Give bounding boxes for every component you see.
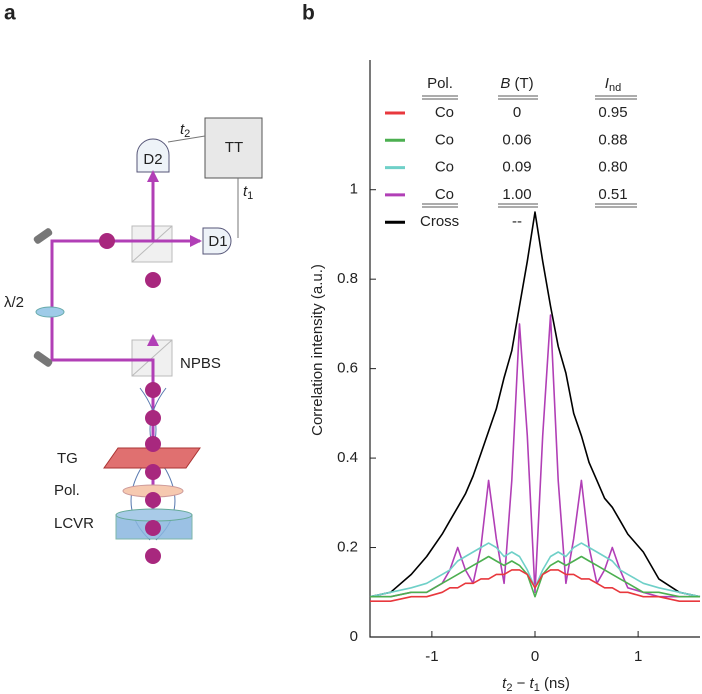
- legend-field: 0: [513, 104, 521, 121]
- beam-arrow: [147, 170, 202, 346]
- diagram-label: t2: [180, 121, 190, 140]
- photon: [99, 233, 161, 564]
- symbol: t: [180, 121, 185, 138]
- mirror: [33, 228, 53, 244]
- x-tick-label: 0: [531, 648, 539, 665]
- operator: −: [512, 675, 529, 692]
- symbol: t: [243, 183, 248, 200]
- subscript: 2: [506, 682, 512, 694]
- diagram-label: TG: [57, 450, 78, 467]
- detector: [136, 138, 170, 173]
- diagram-label: NPBS: [180, 355, 221, 372]
- series-line: [370, 569, 700, 602]
- legend-label: Co: [435, 131, 454, 148]
- diagram-label: TT: [225, 139, 243, 156]
- detector: [202, 227, 232, 255]
- cable: [167, 135, 206, 143]
- legend-field: 1.00: [502, 186, 531, 203]
- legend-ind: 0.95: [598, 104, 627, 121]
- diagram-label: λ/2: [4, 294, 24, 311]
- panel-label: b: [302, 2, 315, 25]
- subscript: 2: [184, 128, 190, 140]
- legend-field: 0.06: [502, 131, 531, 148]
- legend-rule: [422, 95, 637, 208]
- beam-splitter: [131, 225, 173, 377]
- subscript: nd: [609, 82, 621, 94]
- lcvr: [115, 508, 193, 522]
- legend-ind: 0.88: [598, 131, 627, 148]
- y-tick-label: 0.8: [337, 270, 358, 287]
- subscript: 1: [534, 682, 540, 694]
- series-line: [370, 555, 700, 598]
- legend-label: Cross: [420, 213, 459, 230]
- diagram-label: t1: [243, 183, 253, 202]
- diagram-label: Pol.: [54, 482, 80, 499]
- legend-header: B (T): [500, 75, 533, 92]
- legend-field: --: [512, 213, 522, 230]
- mirror: [33, 351, 53, 367]
- symbol: t: [530, 675, 535, 692]
- legend-label: Co: [435, 104, 454, 121]
- grating: [103, 447, 201, 469]
- y-tick-label: 0.4: [337, 449, 358, 466]
- y-tick-label: 0.2: [337, 539, 358, 556]
- series-line: [370, 314, 700, 598]
- diagram-label: D2: [143, 151, 162, 168]
- setup-diagram: [33, 117, 263, 564]
- legend-ind: 0.51: [598, 186, 627, 203]
- symbol: I: [605, 75, 609, 92]
- y-axis-label: Correlation intensity (a.u.): [309, 264, 326, 436]
- legend-header: Pol.: [427, 75, 453, 92]
- legend-label: Co: [435, 186, 454, 203]
- x-axis-label: t2 − t1 (ns): [502, 675, 570, 694]
- diagram-label: LCVR: [54, 515, 94, 532]
- subscript: 1: [247, 190, 253, 202]
- legend-ind: 0.80: [598, 159, 627, 176]
- series-line: [369, 211, 701, 598]
- legend-header: Ind: [605, 75, 621, 94]
- symbol: B: [500, 75, 510, 92]
- symbol: t: [502, 675, 507, 692]
- legend-field: 0.09: [502, 159, 531, 176]
- y-tick-label: 1: [350, 181, 358, 198]
- unit: (T): [510, 75, 533, 92]
- unit: (ns): [540, 675, 570, 692]
- x-tick-label: -1: [425, 648, 438, 665]
- y-tick-label: 0.6: [337, 360, 358, 377]
- y-tick-label: 0: [350, 628, 358, 645]
- panel-label: a: [4, 2, 16, 25]
- time-tagger-box: [204, 117, 263, 179]
- diagram-label: D1: [208, 233, 227, 250]
- axes: [369, 60, 700, 638]
- legend-label: Co: [435, 159, 454, 176]
- waveplate: [35, 306, 65, 318]
- beam: [50, 175, 200, 530]
- x-tick-label: 1: [634, 648, 642, 665]
